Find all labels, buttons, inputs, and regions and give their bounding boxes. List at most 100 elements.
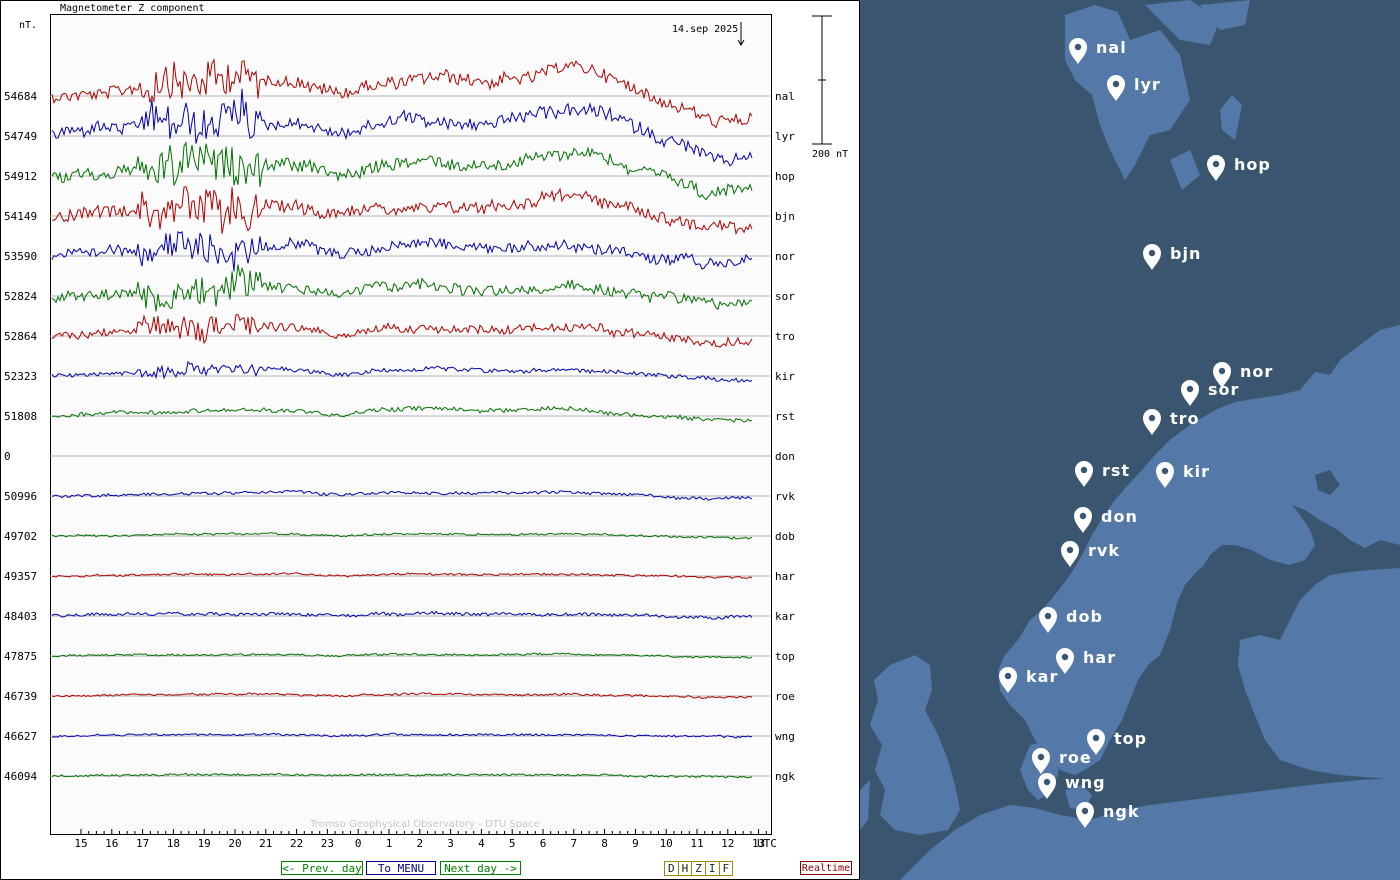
hour-tick-label: 18 <box>167 837 180 850</box>
station-marker-sor[interactable]: sor <box>1181 380 1239 406</box>
station-marker-label: hop <box>1234 155 1271 174</box>
station-marker-ngk[interactable]: ngk <box>1076 802 1139 828</box>
station-baseline-label: 53590 <box>4 250 37 263</box>
map-pin-icon <box>1056 648 1074 674</box>
station-marker-don[interactable]: don <box>1074 507 1138 533</box>
hour-tick-label: 7 <box>570 837 577 850</box>
watermark: Tromso Geophysical Observatory - DTU Spa… <box>309 819 540 830</box>
hour-tick-label: 22 <box>290 837 303 850</box>
map-pin-icon <box>1087 729 1105 755</box>
station-code-label: ngk <box>775 770 795 783</box>
station-marker-label: har <box>1083 648 1116 667</box>
station-marker-label: top <box>1114 729 1147 748</box>
station-marker-bjn[interactable]: bjn <box>1143 244 1201 270</box>
station-code-label: tro <box>775 330 795 343</box>
axis-layer: 15 16 17 18 19 20 21 22 23 0 1 2 3 4 5 6 7 8 9 10 11 12 135468… <box>4 90 795 850</box>
station-trace-ngk <box>51 772 753 779</box>
trace-layer <box>51 58 753 779</box>
station-marker-label: rst <box>1102 461 1130 480</box>
hour-tick-label: 10 <box>660 837 673 850</box>
station-marker-label: tro <box>1170 409 1200 428</box>
station-trace-lyr <box>51 88 753 167</box>
station-marker-har[interactable]: har <box>1056 648 1116 674</box>
component-f-button[interactable]: F <box>722 862 730 875</box>
station-baseline-label: 46094 <box>4 770 37 783</box>
map-pin-icon <box>1075 461 1093 487</box>
station-marker-label: don <box>1101 507 1138 526</box>
station-trace-dob <box>51 532 753 540</box>
hour-tick-label: 3 <box>447 837 454 850</box>
station-trace-rst <box>51 405 753 423</box>
realtime-button[interactable]: Realtime <box>800 861 852 875</box>
station-marker-label: nor <box>1240 362 1273 381</box>
station-marker-label: sor <box>1208 380 1239 399</box>
station-baseline-label: 52824 <box>4 290 37 303</box>
hour-tick-label: 8 <box>601 837 608 850</box>
station-code-label: kir <box>775 370 795 383</box>
component-z-button[interactable]: Z <box>692 862 706 875</box>
station-marker-nal[interactable]: nal <box>1069 38 1127 64</box>
station-marker-roe[interactable]: roe <box>1032 748 1092 774</box>
station-baseline-label: 47875 <box>4 650 37 663</box>
magnetogram-panel: 15 16 17 18 19 20 21 22 23 0 1 2 3 4 5 6 7 8 9 10 11 12 13 5468… <box>0 0 860 880</box>
utc-label: UTC <box>757 837 777 850</box>
station-code-label: hop <box>775 170 795 183</box>
station-marker-kar[interactable]: kar <box>999 667 1058 693</box>
station-marker-hop[interactable]: hop <box>1207 155 1271 181</box>
map-pin-icon <box>1032 748 1050 774</box>
station-marker-wng[interactable]: wng <box>1038 773 1106 799</box>
station-marker-kir[interactable]: kir <box>1156 462 1210 488</box>
station-baseline-label: 48403 <box>4 610 37 623</box>
station-marker-nor[interactable]: nor <box>1213 362 1273 388</box>
prev-day-button[interactable]: <- Prev. day <box>281 861 363 875</box>
station-trace-nal <box>51 58 753 129</box>
station-marker-lyr[interactable]: lyr <box>1107 75 1161 101</box>
station-baseline-label: 49702 <box>4 530 37 543</box>
station-marker-tro[interactable]: tro <box>1143 409 1200 435</box>
station-trace-tro <box>51 314 753 348</box>
map-land <box>860 0 1400 880</box>
station-marker-dob[interactable]: dob <box>1039 607 1103 633</box>
station-marker-rvk[interactable]: rvk <box>1061 541 1120 567</box>
map-inland-sea <box>1140 470 1340 750</box>
plot-frame <box>50 14 772 835</box>
station-code-label: har <box>775 570 795 583</box>
hour-tick-label: 2 <box>416 837 423 850</box>
station-baseline-label: 51808 <box>4 410 37 423</box>
station-marker-label: kar <box>1026 667 1058 686</box>
component-i-button[interactable]: I <box>706 862 720 875</box>
station-marker-rst[interactable]: rst <box>1075 461 1130 487</box>
station-marker-label: rvk <box>1088 541 1120 560</box>
station-marker-label: lyr <box>1134 75 1161 94</box>
station-marker-label: nal <box>1096 38 1127 57</box>
hour-tick-label: 6 <box>540 837 547 850</box>
station-baseline-label: 54749 <box>4 130 37 143</box>
station-marker-label: roe <box>1059 748 1092 767</box>
map-pin-icon <box>1143 244 1161 270</box>
station-trace-bjn <box>51 186 753 236</box>
map-pin-icon <box>1143 409 1161 435</box>
component-h-button[interactable]: H <box>679 862 693 875</box>
menu-button[interactable]: To MENU <box>366 861 436 875</box>
station-trace-wng <box>51 732 753 739</box>
station-trace-kar <box>51 610 753 620</box>
component-d-button[interactable]: D <box>665 862 679 875</box>
station-code-label: lyr <box>775 130 795 143</box>
next-day-button[interactable]: Next day -> <box>440 861 521 875</box>
station-baseline-label: 50996 <box>4 490 37 503</box>
date-label: 14.sep 2025 <box>672 24 738 35</box>
station-baseline-label: 54912 <box>4 170 37 183</box>
station-code-label: sor <box>775 290 795 303</box>
hour-tick-label: 23 <box>321 837 334 850</box>
map-pin-icon <box>1156 462 1174 488</box>
station-baseline-label: 46739 <box>4 690 37 703</box>
hour-tick-label: 4 <box>478 837 485 850</box>
hour-tick-label: 9 <box>632 837 639 850</box>
map-pin-icon <box>1213 362 1231 388</box>
station-baseline-label: 46627 <box>4 730 37 743</box>
station-baseline-label: 54684 <box>4 90 37 103</box>
station-trace-roe <box>51 692 753 700</box>
map-pin-icon <box>1061 541 1079 567</box>
station-marker-top[interactable]: top <box>1087 729 1147 755</box>
